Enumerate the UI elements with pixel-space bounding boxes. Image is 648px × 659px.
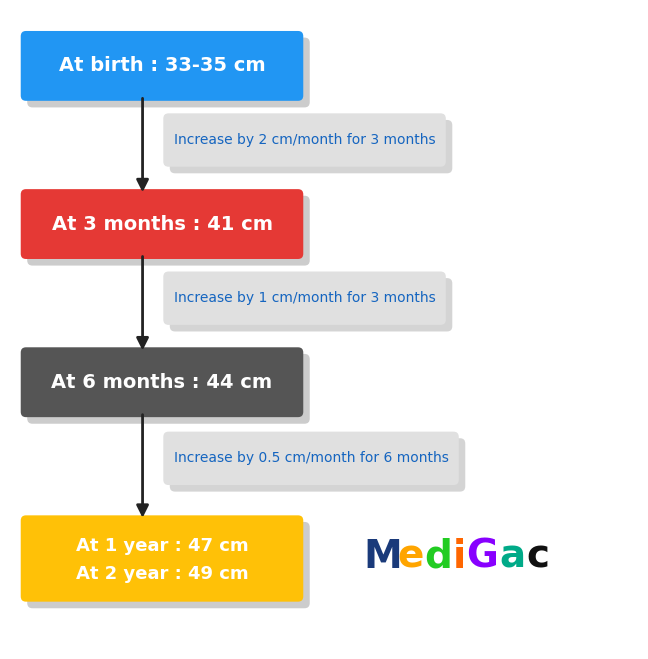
Text: d: d <box>424 538 452 576</box>
FancyBboxPatch shape <box>21 189 303 259</box>
Text: e: e <box>397 538 424 576</box>
FancyBboxPatch shape <box>27 354 310 424</box>
Text: G: G <box>467 538 498 576</box>
FancyBboxPatch shape <box>27 38 310 107</box>
Text: At birth : 33-35 cm: At birth : 33-35 cm <box>59 57 265 75</box>
FancyBboxPatch shape <box>21 515 303 602</box>
Text: Increase by 2 cm/month for 3 months: Increase by 2 cm/month for 3 months <box>174 133 435 147</box>
Text: Increase by 1 cm/month for 3 months: Increase by 1 cm/month for 3 months <box>174 291 435 305</box>
Text: i: i <box>452 538 465 576</box>
Text: At 3 months : 41 cm: At 3 months : 41 cm <box>51 215 273 233</box>
Text: a: a <box>499 538 525 576</box>
FancyBboxPatch shape <box>21 347 303 417</box>
FancyBboxPatch shape <box>163 272 446 325</box>
FancyBboxPatch shape <box>27 196 310 266</box>
FancyBboxPatch shape <box>163 113 446 167</box>
Text: At 1 year : 47 cm: At 1 year : 47 cm <box>76 536 248 555</box>
Text: At 6 months : 44 cm: At 6 months : 44 cm <box>51 373 273 391</box>
FancyBboxPatch shape <box>170 278 452 331</box>
FancyBboxPatch shape <box>163 432 459 485</box>
FancyBboxPatch shape <box>27 522 310 608</box>
FancyBboxPatch shape <box>170 438 465 492</box>
Text: Increase by 0.5 cm/month for 6 months: Increase by 0.5 cm/month for 6 months <box>174 451 448 465</box>
Text: M: M <box>363 538 402 576</box>
Text: At 2 year : 49 cm: At 2 year : 49 cm <box>76 565 248 583</box>
Text: c: c <box>526 538 549 576</box>
FancyBboxPatch shape <box>21 31 303 101</box>
FancyBboxPatch shape <box>170 120 452 173</box>
